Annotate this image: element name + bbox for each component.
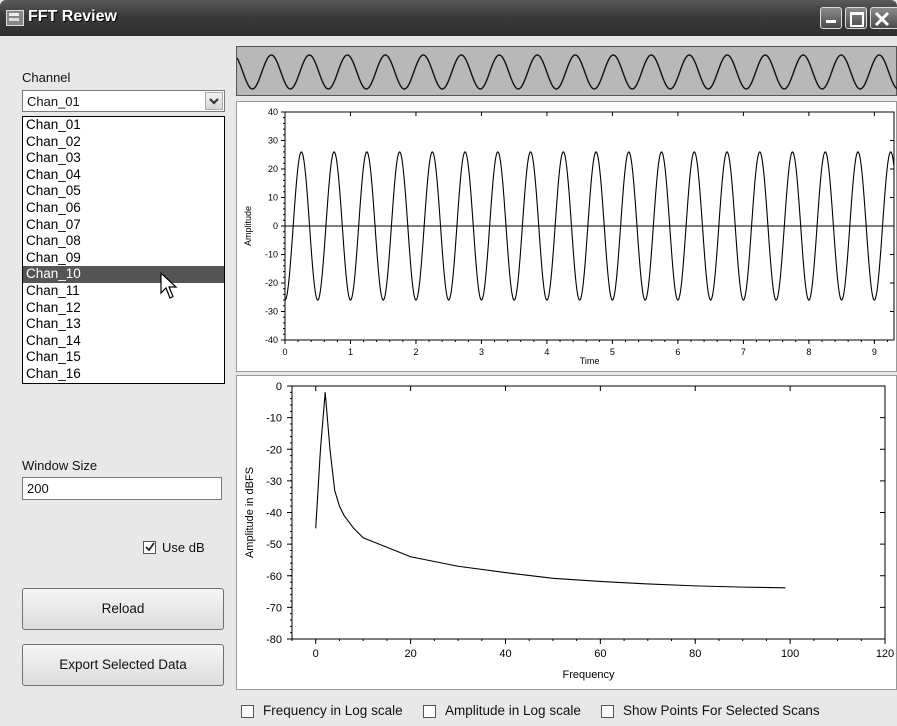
y-axis-label: Amplitude in dBFS [244,467,256,558]
overview-waveform [236,54,897,90]
chevron-down-icon [209,98,219,105]
x-tick-label: 0 [313,648,319,660]
title-bar[interactable]: FFT Review [0,0,897,36]
channel-list-item[interactable]: Chan_06 [26,199,81,215]
x-tick-label: 2 [413,347,418,357]
x-tick-label: 120 [876,648,894,660]
channel-list-item[interactable]: Chan_14 [26,332,81,348]
show-points-label: Show Points For Selected Scans [623,703,820,718]
y-tick-label: 20 [268,164,278,174]
channel-list-item[interactable]: Chan_02 [26,133,81,149]
y-tick-label: 10 [268,193,278,203]
channel-list-item[interactable]: Chan_03 [26,150,81,166]
window-size-input[interactable]: 200 [22,477,222,500]
x-tick-label: 1 [348,347,353,357]
y-tick-label: -60 [266,571,282,583]
amplitude-log-checkbox[interactable] [423,705,436,718]
app-icon [6,10,24,26]
channel-label: Channel [22,70,71,85]
channel-list-item[interactable]: Chan_15 [26,349,81,365]
y-tick-label: -40 [266,508,282,520]
maximize-icon [850,12,864,27]
y-tick-label: -70 [266,602,282,614]
x-tick-label: 3 [479,347,484,357]
frequency-chart[interactable]: 0 -10 -20 -30 -40 -50 -60 -70 -80 0 20 40 60 80 100 120… [236,375,897,690]
y-tick-label: -30 [266,476,282,488]
x-tick-label: 40 [499,648,511,660]
x-tick-label: 6 [675,347,680,357]
mouse-cursor-icon [160,272,178,299]
series-line [315,392,786,589]
x-tick-label: 7 [741,347,746,357]
amplitude-log-label: Amplitude in Log scale [445,703,581,718]
dropdown-button[interactable] [205,92,223,110]
y-tick-label: -20 [266,444,282,456]
y-axis-label: Amplitude [243,206,253,246]
window-title: FFT Review [28,8,117,25]
use-db-label: Use dB [162,540,205,555]
x-tick-label: 60 [594,648,606,660]
maximize-button[interactable] [845,7,867,29]
x-tick-label: 100 [781,648,799,660]
y-tick-label: 30 [268,136,278,146]
y-tick-label: -40 [265,335,278,345]
close-button[interactable] [870,7,897,29]
overview-strip[interactable] [236,46,897,96]
check-icon [145,542,155,552]
minimize-button[interactable] [820,7,842,29]
channel-list-item[interactable]: Chan_09 [26,249,81,265]
frequency-log-label: Frequency in Log scale [263,703,403,718]
x-tick-label: 0 [282,347,287,357]
y-tick-label: 0 [276,381,282,393]
series-line [284,151,895,301]
y-tick-label: 0 [273,221,278,231]
y-tick-label: -50 [266,539,282,551]
y-tick-label: -10 [266,413,282,425]
channel-list-item[interactable]: Chan_08 [26,233,81,249]
channel-list-item[interactable]: Chan_07 [26,216,81,232]
use-db-checkbox[interactable] [143,541,156,554]
export-selected-data-button[interactable]: Export Selected Data [22,644,224,686]
channel-list-item[interactable]: Chan_05 [26,183,81,199]
x-axis-label: Time [580,356,600,366]
y-tick-label: -30 [265,307,278,317]
channel-list-item[interactable]: Chan_11 [26,282,80,298]
y-tick-label: -20 [265,278,278,288]
minimize-icon [826,20,836,23]
channel-selected-value: Chan_01 [27,94,80,109]
reload-button[interactable]: Reload [22,588,224,630]
y-tick-label: -80 [266,634,282,646]
frequency-chart-svg: 0 -10 -20 -30 -40 -50 -60 -70 -80 0 20 40 60 80 100 120… [244,381,894,681]
close-icon [874,11,890,27]
channel-list-item[interactable]: Chan_01 [26,117,81,132]
x-tick-label: 5 [610,347,615,357]
frequency-log-checkbox[interactable] [241,705,254,718]
x-tick-label: 8 [806,347,811,357]
window-size-label: Window Size [22,458,98,473]
channel-list-item[interactable]: Chan_10 [23,266,224,283]
channel-dropdown[interactable]: Chan_01 [22,90,225,112]
x-axis-label: Frequency [563,669,615,681]
x-tick-label: 80 [689,648,701,660]
y-tick-label: 40 [268,107,278,117]
x-tick-label: 4 [544,347,549,357]
channel-list-item[interactable]: Chan_16 [26,365,81,381]
channel-list[interactable]: Chan_01 Chan_02 Chan_03 Chan_04 Chan_05 Chan_… [22,116,225,384]
channel-list-item[interactable]: Chan_12 [26,299,81,315]
x-tick-label: 9 [872,347,877,357]
y-tick-label: -10 [265,250,278,260]
show-points-checkbox[interactable] [601,705,614,718]
time-chart-svg: 40 30 20 10 0 -10 -20 -30 -40 0 1 2 3 4 5 6 7 8 9 Time Ampli… [243,107,895,366]
overview-series-line [236,54,897,90]
plot-frame [291,385,886,640]
channel-list-item[interactable]: Chan_04 [26,166,81,182]
channel-list-item[interactable]: Chan_13 [26,316,81,332]
x-tick-label: 20 [404,648,416,660]
time-domain-chart[interactable]: 40 30 20 10 0 -10 -20 -30 -40 0 1 2 3 4 5 6 7 8 9 Time Ampli… [236,101,897,372]
